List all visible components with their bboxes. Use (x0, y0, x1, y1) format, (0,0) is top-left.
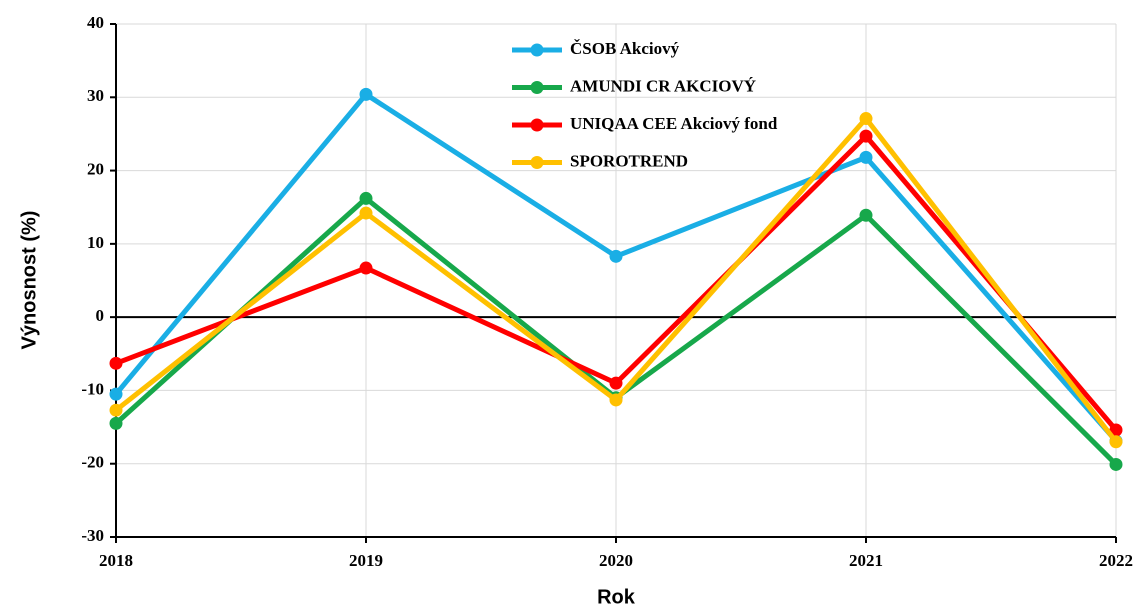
point (359, 191, 373, 205)
point (359, 261, 373, 275)
legend-label: ČSOB Akciový (570, 39, 680, 58)
y-tick-label: 40 (87, 13, 104, 32)
y-axis-title: Výnosnost (%) (18, 211, 40, 350)
point (109, 403, 123, 417)
point (1109, 423, 1123, 437)
x-axis-title: Rok (597, 586, 636, 608)
x-tick-label: 2019 (349, 551, 383, 570)
point (359, 87, 373, 101)
point (859, 208, 873, 222)
point (1109, 457, 1123, 471)
legend-label: SPOROTREND (570, 151, 688, 170)
point (109, 387, 123, 401)
y-tick-label: -20 (81, 453, 104, 472)
legend-marker (530, 81, 544, 94)
legend-marker (530, 118, 544, 132)
point (609, 249, 623, 263)
point (109, 356, 123, 370)
y-tick-label: 10 (87, 233, 104, 252)
point (859, 112, 873, 126)
point (109, 416, 123, 430)
y-tick-label: -10 (81, 379, 104, 398)
point (859, 150, 873, 164)
legend-marker (530, 156, 544, 169)
point (359, 206, 373, 220)
point (1109, 435, 1123, 449)
legend-label: UNIQAA CEE Akciový fond (570, 114, 778, 133)
legend-marker (530, 43, 544, 57)
x-tick-label: 2022 (1099, 551, 1133, 570)
point (859, 129, 873, 143)
y-tick-label: -30 (81, 526, 104, 545)
x-tick-label: 2018 (99, 551, 133, 570)
x-tick-label: 2021 (849, 551, 883, 570)
y-tick-label: 0 (96, 306, 105, 325)
y-tick-label: 30 (87, 86, 104, 105)
legend-label: AMUNDI CR AKCIOVÝ (570, 76, 756, 95)
y-tick-label: 20 (87, 159, 104, 178)
x-tick-label: 2020 (599, 551, 633, 570)
point (609, 393, 623, 407)
point (609, 376, 623, 390)
